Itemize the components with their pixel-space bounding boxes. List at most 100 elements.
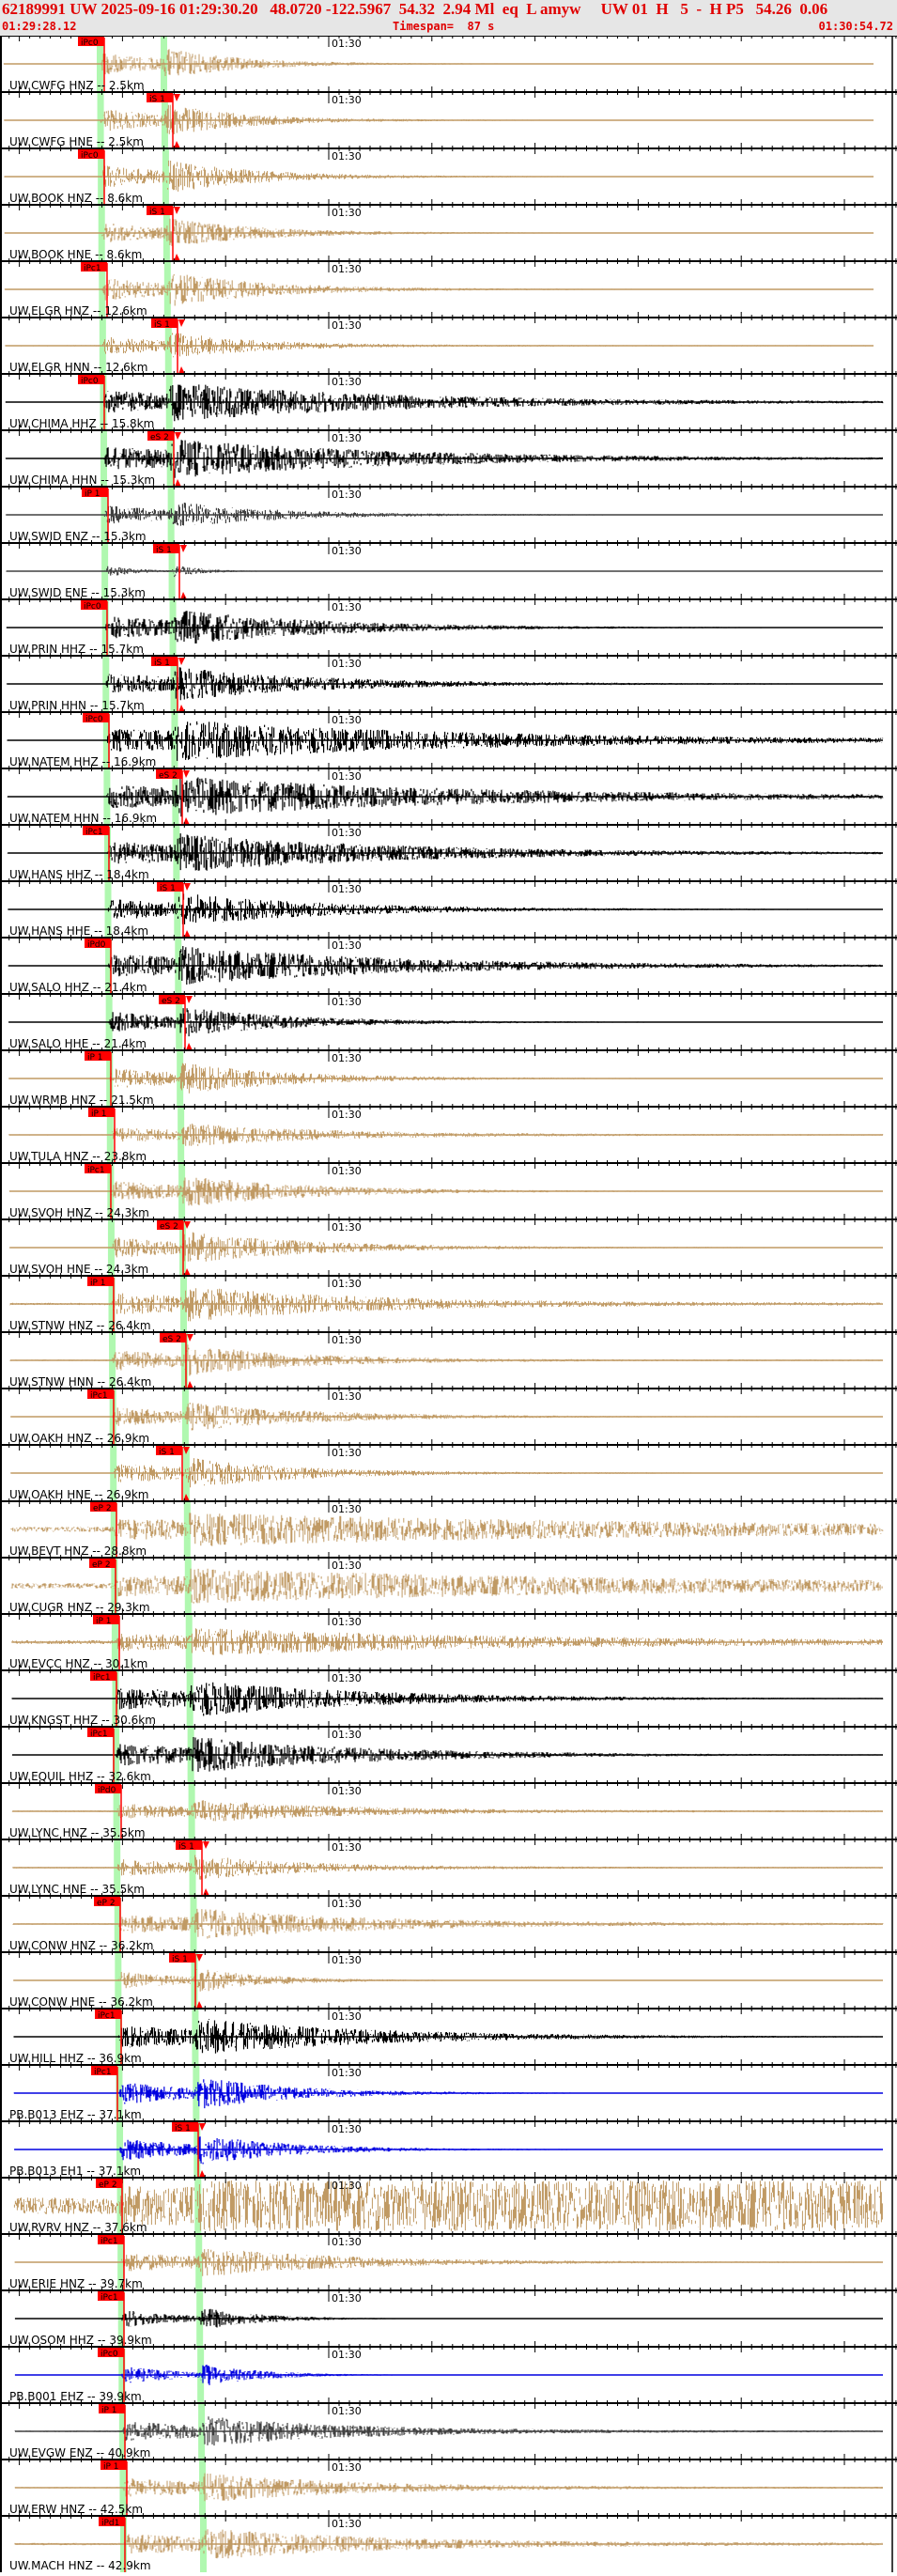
pick-flag[interactable] xyxy=(98,2348,124,2357)
station-label: UW.CHIMA HHN -- 15.3km xyxy=(9,473,155,487)
pick-flag[interactable] xyxy=(159,995,185,1004)
trace-row[interactable]: 01:30 iPc0 UW.BOOK HNZ -- 8.6km xyxy=(0,143,897,205)
pick-flag[interactable] xyxy=(151,657,178,666)
trace-row[interactable]: 01:30 eP 2 UW.CONW HNZ -- 36.2km xyxy=(0,1890,897,1952)
pick-flag[interactable] xyxy=(157,1220,183,1230)
trace-row[interactable]: 01:30 eS 2 UW.SALO HHE -- 21.4km xyxy=(0,988,897,1050)
trace-row[interactable]: 01:30 iPc1 UW.SVOH HNZ -- 24.3km xyxy=(0,1157,897,1219)
trace-row[interactable]: 01:30 iS 1 UW.ELGR HNN -- 12.6km xyxy=(0,312,897,374)
pick-flag[interactable] xyxy=(90,1502,116,1512)
tick-label-0130: 01:30 xyxy=(332,94,362,106)
pick-flag[interactable] xyxy=(87,1389,114,1399)
trace-row[interactable]: 01:30 iPc1 UW.EQUIL HHZ -- 32.6km xyxy=(0,1721,897,1783)
pick-flag[interactable] xyxy=(95,1784,121,1793)
pick-flag[interactable] xyxy=(172,2122,198,2132)
trace-row[interactable]: 01:30 iP 1 UW.TULA HNZ -- 23.8km xyxy=(0,1101,897,1163)
trace-row[interactable]: 01:30 iP 1 UW.EVGW ENZ -- 40.9km xyxy=(0,2398,897,2460)
pick-flag[interactable] xyxy=(87,1728,114,1737)
pick-flag[interactable] xyxy=(147,206,173,215)
trace-row[interactable]: 01:30 eP 2 UW.CUGR HNZ -- 29.3km xyxy=(0,1552,897,1614)
pick-flag[interactable] xyxy=(81,600,107,610)
pick-flag[interactable] xyxy=(99,2404,125,2413)
pick-flag[interactable] xyxy=(78,375,104,384)
pick-flag[interactable] xyxy=(90,1671,116,1681)
trace-row[interactable]: 01:30 eP 2 UW.RVRV HNZ -- 37.6km xyxy=(0,2172,897,2234)
pick-flag[interactable] xyxy=(83,713,109,722)
trace-row[interactable]: 01:30 eS 2 UW.NATEM HHN -- 16.9km xyxy=(0,763,897,825)
trace-row[interactable]: 01:30 iP 1 UW.EVCC HNZ -- 30.1km xyxy=(0,1608,897,1670)
trace-row[interactable]: 01:30 iPc1 UW.HILL HHZ -- 36.9km xyxy=(0,2003,897,2065)
pick-flag[interactable] xyxy=(83,826,109,835)
trace-row[interactable]: 01:30 eS 2 UW.STNW HNN -- 26.4km xyxy=(0,1327,897,1389)
trace-row[interactable]: 01:30 iPc0 UW.CWFG HNZ -- 2.5km xyxy=(0,30,897,92)
pick-flag[interactable] xyxy=(151,318,178,328)
trace-row[interactable]: 01:30 iPc1 UW.OSOM HHZ -- 39.9km xyxy=(0,2285,897,2347)
pick-flag[interactable] xyxy=(81,262,107,272)
s-pick-bottom-triangle-icon xyxy=(203,1888,209,1896)
trace-row[interactable]: 01:30 iP 1 UW.ERW HNZ -- 42.5km xyxy=(0,2454,897,2516)
pick-flag[interactable] xyxy=(78,149,104,159)
trace-row[interactable]: 01:30 iPc1 UW.ERIE HNZ -- 39.7km xyxy=(0,2228,897,2290)
pick-flag[interactable] xyxy=(89,1559,116,1568)
trace-row[interactable]: 01:30 iPc1 UW.KNGST HHZ -- 30.6km xyxy=(0,1665,897,1727)
pick-flag[interactable] xyxy=(88,1108,115,1117)
trace-row[interactable]: 01:30 iS 1 UW.HANS HHE -- 18.4km xyxy=(0,876,897,938)
trace-row[interactable]: 01:30 iS 1 UW.LYNC HNE -- 35.5km xyxy=(0,1834,897,1896)
pick-flag[interactable] xyxy=(85,1051,111,1061)
pick-label: eP 2 xyxy=(97,1899,116,1908)
pick-flag[interactable] xyxy=(153,544,179,553)
trace-row[interactable]: 01:30 iS 1 UW.SWID ENE -- 15.3km xyxy=(0,537,897,599)
tick-label-0130: 01:30 xyxy=(332,883,362,895)
pick-label: iP 1 xyxy=(103,2462,119,2472)
pick-flag[interactable] xyxy=(85,1164,111,1173)
pick-flag[interactable] xyxy=(96,2179,122,2188)
trace-row[interactable]: 01:30 iP 1 UW.WRMB HNZ -- 21.5km xyxy=(0,1045,897,1107)
pick-flag[interactable] xyxy=(160,1333,186,1342)
time-ticks xyxy=(8,2454,897,2471)
pick-flag[interactable] xyxy=(98,2235,124,2244)
trace-row[interactable]: 01:30 iS 1 UW.PRIN HHN -- 15.7km xyxy=(0,650,897,712)
trace-row[interactable]: 01:30 iP 1 UW.STNW HNZ -- 26.4km xyxy=(0,1270,897,1332)
pick-flag[interactable] xyxy=(91,2066,117,2075)
trace-row[interactable]: 01:30 eP 2 UW.BEVT HNZ -- 28.8km xyxy=(0,1496,897,1558)
time-ticks xyxy=(8,2228,897,2245)
pick-flag[interactable] xyxy=(176,1840,202,1850)
pick-flag[interactable] xyxy=(93,1615,119,1624)
trace-row[interactable]: 01:30 iPd1 UW.MACH HNZ -- 42.9km xyxy=(0,2510,897,2572)
trace-row[interactable]: 01:30 iS 1 UW.CONW HNE -- 36.2km xyxy=(0,1947,897,2009)
trace-row[interactable]: 01:30 eS 2 UW.CHIMA HHN -- 15.3km xyxy=(0,425,897,487)
trace-row[interactable]: 01:30 iPc1 UW.OAKH HNZ -- 26.9km xyxy=(0,1383,897,1445)
pick-flag[interactable] xyxy=(82,488,108,497)
pick-flag[interactable] xyxy=(95,2010,121,2019)
trace-row[interactable]: 01:30 iPc1 PB.B013 EHZ -- 37.1km xyxy=(0,2059,897,2121)
pick-flag[interactable] xyxy=(78,37,104,46)
pick-flag[interactable] xyxy=(85,939,111,948)
pick-flag[interactable] xyxy=(147,431,174,441)
pick-flag[interactable] xyxy=(169,1953,195,1963)
trace-row[interactable]: 01:30 iS 1 UW.BOOK HNE -- 8.6km xyxy=(0,199,897,261)
pick-flag[interactable] xyxy=(94,1897,120,1906)
pick-flag[interactable] xyxy=(87,1277,114,1286)
pick-flag[interactable] xyxy=(156,1446,182,1455)
s-pick-top-triangle-icon xyxy=(178,658,185,665)
trace-row[interactable]: 01:30 iPc0 PB.B001 EHZ -- 39.9km xyxy=(0,2341,897,2403)
trace-row[interactable]: 01:30 iPc0 UW.PRIN HHZ -- 15.7km xyxy=(0,594,897,656)
pick-label: eS 2 xyxy=(150,433,169,442)
trace-row[interactable]: 01:30 iPd0 UW.LYNC HNZ -- 35.5km xyxy=(0,1777,897,1839)
pick-flag[interactable] xyxy=(99,2517,125,2526)
pick-flag[interactable] xyxy=(156,769,182,779)
trace-row[interactable]: 01:30 iPd0 UW.SALO HHZ -- 21.4km xyxy=(0,932,897,994)
trace-row[interactable]: 01:30 iPc0 UW.NATEM HHZ -- 16.9km xyxy=(0,706,897,768)
pick-flag[interactable] xyxy=(157,882,183,892)
pick-flag[interactable] xyxy=(147,93,173,102)
pick-flag[interactable] xyxy=(98,2291,124,2301)
trace-row[interactable]: 01:30 iPc0 UW.CHIMA HHZ -- 15.8km xyxy=(0,368,897,430)
pick-flag[interactable] xyxy=(101,2460,127,2470)
trace-row[interactable]: 01:30 iS 1 UW.OAKH HNE -- 26.9km xyxy=(0,1439,897,1501)
trace-row[interactable]: 01:30 iP 1 UW.SWID ENZ -- 15.3km xyxy=(0,481,897,543)
trace-row[interactable]: 01:30 eS 2 UW.SVOH HNE -- 24.3km xyxy=(0,1214,897,1276)
trace-row[interactable]: 01:30 iPc1 UW.HANS HHZ -- 18.4km xyxy=(0,819,897,881)
trace-row[interactable]: 01:30 iS 1 PB.B013 EH1 -- 37.1km xyxy=(0,2116,897,2178)
trace-row[interactable]: 01:30 iS 1 UW.CWFG HNE -- 2.5km xyxy=(0,86,897,148)
trace-row[interactable]: 01:30 iPc1 UW.ELGR HNZ -- 12.6km xyxy=(0,256,897,318)
